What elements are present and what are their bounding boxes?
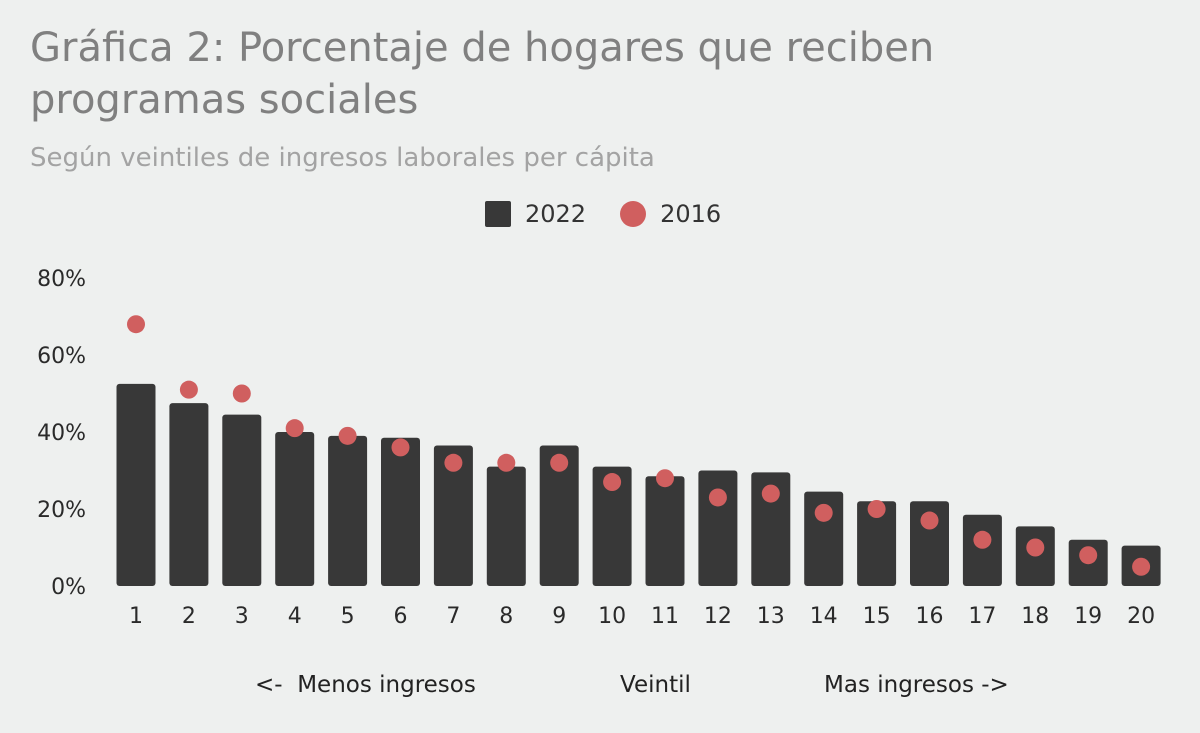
bar-6 xyxy=(381,437,420,586)
y-tick-label: 40% xyxy=(37,421,86,446)
point-13 xyxy=(761,484,780,503)
y-tick-label: 80% xyxy=(37,267,86,292)
bar-7 xyxy=(433,445,473,586)
x-tick-label: 11 xyxy=(651,604,679,629)
x-note-less-income: <- Menos ingresos xyxy=(255,672,476,698)
y-tick-label: 0% xyxy=(51,575,86,600)
point-18 xyxy=(1026,538,1045,557)
point-11 xyxy=(656,469,674,488)
point-14 xyxy=(814,503,833,522)
x-tick-label: 15 xyxy=(863,604,891,629)
x-tick-label: 12 xyxy=(704,604,732,629)
point-4 xyxy=(285,419,304,438)
point-1 xyxy=(127,315,145,334)
bar-13 xyxy=(751,472,791,586)
bar-4 xyxy=(275,432,315,586)
point-series-2016 xyxy=(127,315,1151,576)
point-5 xyxy=(338,426,357,445)
point-3 xyxy=(232,384,251,403)
x-tick-label: 9 xyxy=(552,604,566,629)
point-20 xyxy=(1132,557,1151,576)
bar-12 xyxy=(698,470,738,586)
x-tick-label: 5 xyxy=(341,604,355,629)
legend-swatch-bar xyxy=(485,201,511,227)
chart-title: Gráfica 2: Porcentaje de hogares que rec… xyxy=(30,25,935,123)
x-tick-label: 19 xyxy=(1074,604,1102,629)
legend-label-2016: 2016 xyxy=(660,200,722,228)
x-axis: 1 2 3 4 5 6 7 8 9 10 11 12 13 14 15 16 17 18 19 20 xyxy=(129,604,1155,629)
point-7 xyxy=(444,453,463,472)
bar-9 xyxy=(539,445,579,586)
x-tick-label: 6 xyxy=(394,604,408,629)
x-tick-label: 3 xyxy=(235,604,249,629)
bar-3 xyxy=(222,414,262,586)
legend-label-2022: 2022 xyxy=(525,200,587,228)
x-tick-label: 7 xyxy=(446,604,460,629)
legend-item-2022: 2022 xyxy=(485,200,586,228)
chart-subtitle: Según veintiles de ingresos laborales pe… xyxy=(30,143,655,173)
point-19 xyxy=(1079,546,1098,565)
x-tick-label: 13 xyxy=(757,604,785,629)
x-tick-label: 17 xyxy=(968,604,996,629)
bar-11 xyxy=(645,476,685,586)
bar-16 xyxy=(910,501,949,586)
y-tick-label: 60% xyxy=(37,344,86,369)
y-tick-label: 20% xyxy=(37,498,86,523)
bar-17 xyxy=(962,514,1002,586)
x-tick-label: 14 xyxy=(810,604,838,629)
point-6 xyxy=(391,438,410,457)
x-tick-label: 20 xyxy=(1127,604,1155,629)
bar-1 xyxy=(116,383,156,586)
bar-2 xyxy=(169,403,209,586)
x-axis-label: Veintil xyxy=(620,672,691,698)
bar-8 xyxy=(486,466,526,586)
x-tick-label: 2 xyxy=(182,604,196,629)
legend-swatch-dot xyxy=(620,201,647,227)
bar-5 xyxy=(328,435,368,586)
x-tick-label: 1 xyxy=(129,604,143,629)
point-2 xyxy=(179,380,198,399)
x-tick-label: 10 xyxy=(598,604,626,629)
bar-14 xyxy=(804,491,844,586)
point-8 xyxy=(497,453,516,472)
legend: 2022 2016 xyxy=(485,200,755,228)
bar-series-2022 xyxy=(116,383,1161,586)
point-15 xyxy=(867,500,886,518)
x-tick-label: 4 xyxy=(288,604,302,629)
x-tick-label: 8 xyxy=(499,604,513,629)
x-tick-label: 18 xyxy=(1021,604,1049,629)
legend-item-2016: 2016 xyxy=(620,200,721,228)
bar-15 xyxy=(857,501,897,586)
point-9 xyxy=(550,453,569,472)
x-tick-label: 16 xyxy=(916,604,944,629)
point-10 xyxy=(603,473,622,492)
y-axis: 0% 20% 40% 60% 80% xyxy=(37,267,86,600)
bar-10 xyxy=(592,466,632,586)
point-17 xyxy=(973,530,992,549)
point-12 xyxy=(708,488,727,507)
x-note-more-income: Mas ingresos -> xyxy=(824,672,1009,698)
point-16 xyxy=(920,511,939,530)
